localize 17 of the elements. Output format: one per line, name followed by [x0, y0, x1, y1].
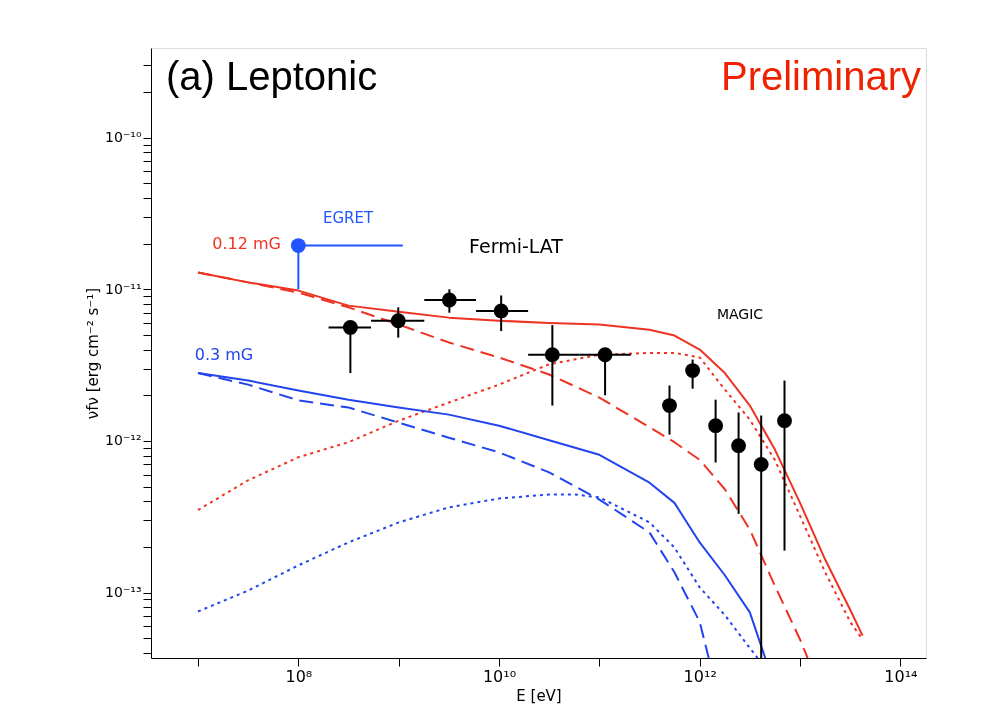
- annotation: (a) Leptonic: [166, 54, 378, 98]
- annotation: Fermi-LAT: [469, 235, 564, 257]
- x-tick-label: 10¹⁴: [884, 666, 918, 686]
- annotation: Preliminary: [720, 54, 921, 98]
- x-tick-label: 10¹⁰: [482, 666, 517, 686]
- annotation: EGRET: [322, 209, 374, 227]
- x-tick-label: 10⁸: [285, 666, 313, 686]
- y-tick-label: 10⁻¹²: [105, 432, 142, 449]
- y-tick-label: 10⁻¹³: [105, 584, 142, 601]
- annotation: 0.12 mG: [212, 234, 281, 253]
- x-tick-label: 10¹²: [683, 666, 717, 686]
- annotation: 0.3 mG: [194, 345, 254, 364]
- y-tick-label: 10⁻¹¹: [105, 280, 142, 297]
- x-axis-title: E [eV]: [516, 686, 562, 705]
- annotation: MAGIC: [716, 306, 764, 322]
- y-axis-title: νfν [erg cm⁻² s⁻¹]: [84, 287, 103, 420]
- y-tick-label: 10⁻¹⁰: [105, 129, 142, 146]
